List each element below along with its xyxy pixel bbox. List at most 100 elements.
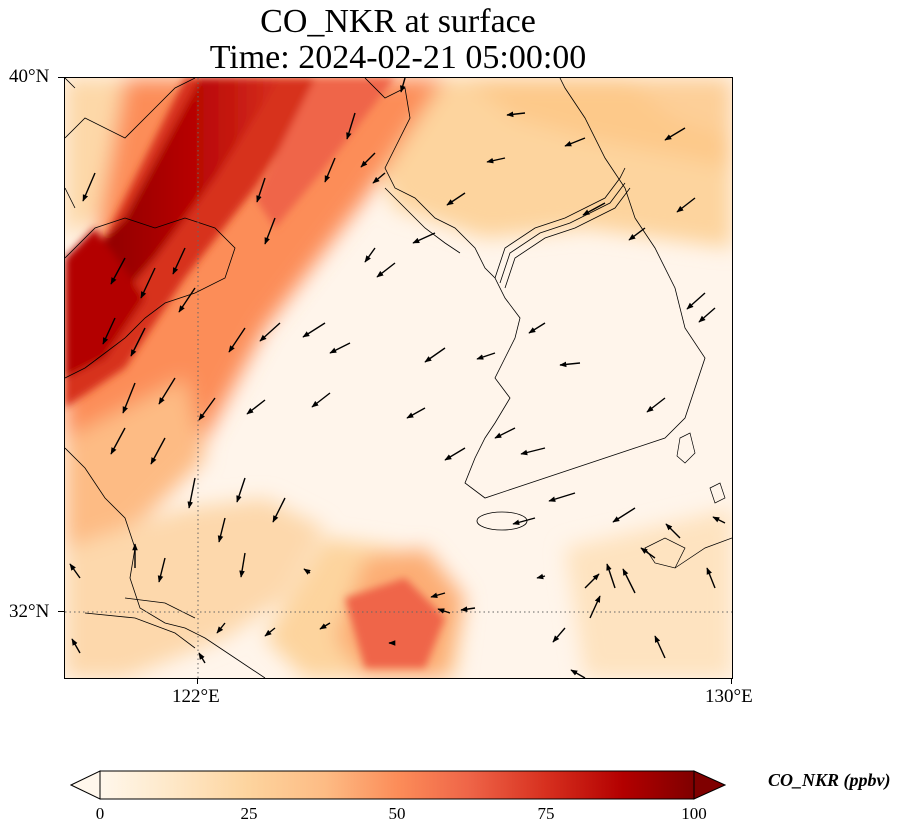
wind-vector xyxy=(360,152,376,168)
colorbar-tick-0: 0 xyxy=(95,804,105,823)
wind-vector xyxy=(302,322,326,338)
jeju-island xyxy=(476,511,528,531)
wind-vector xyxy=(130,327,146,357)
wind-vector xyxy=(584,573,600,589)
wind-vector xyxy=(444,447,466,461)
map-title-line-1: CO_NKR at surface xyxy=(260,3,536,40)
wind-vector xyxy=(665,523,681,539)
wind-vector xyxy=(157,557,166,583)
wind-vector xyxy=(110,427,126,455)
wind-vector xyxy=(646,397,666,413)
colorbar xyxy=(70,770,726,800)
wind-vector xyxy=(552,627,566,643)
wind-vector xyxy=(437,608,451,614)
wind-vector xyxy=(372,172,386,184)
wind-vector xyxy=(319,622,331,630)
wind-vector xyxy=(476,352,496,360)
colorbar-tick-75: 75 xyxy=(537,804,555,823)
wind-vector xyxy=(446,192,466,206)
wind-vector xyxy=(110,257,126,285)
wind-vector xyxy=(187,477,196,509)
wind-vectors xyxy=(69,78,726,678)
tick-mark-32n xyxy=(58,611,64,612)
wind-vector xyxy=(239,552,246,578)
wind-vector xyxy=(712,516,726,524)
wind-vector xyxy=(676,197,696,213)
tick-mark-130e xyxy=(731,678,732,684)
wind-vector xyxy=(564,137,586,147)
wind-vector xyxy=(198,652,206,664)
wind-vector xyxy=(536,573,546,580)
wind-vector xyxy=(412,232,436,244)
wind-vector xyxy=(256,177,266,203)
colorbar-tick-25: 25 xyxy=(240,804,258,823)
wind-vector xyxy=(376,262,396,278)
wind-vector xyxy=(259,322,281,342)
wind-vector xyxy=(324,157,336,183)
small-island xyxy=(709,482,726,504)
lon-label-130e: 130°E xyxy=(705,686,753,707)
wind-vector xyxy=(228,327,246,353)
concentration-map xyxy=(65,78,732,678)
wind-vector xyxy=(140,267,156,299)
wind-vector xyxy=(654,635,666,659)
wind-vector xyxy=(150,437,166,465)
wind-vector xyxy=(311,392,331,408)
colorbar-tick-50: 50 xyxy=(388,804,406,823)
wind-vector xyxy=(172,247,186,275)
wind-vector xyxy=(559,361,581,368)
wind-vector xyxy=(570,669,586,678)
wind-vector xyxy=(158,377,176,405)
colorbar-label: CO_NKR (ppbv) xyxy=(768,770,891,790)
wind-vector xyxy=(264,627,276,637)
map-panel xyxy=(64,77,733,679)
wind-vector xyxy=(706,567,716,589)
wind-vector xyxy=(622,568,636,594)
wind-vector xyxy=(329,342,351,354)
wind-vector xyxy=(236,477,246,503)
wind-vector xyxy=(528,322,546,334)
wind-vector xyxy=(406,407,426,419)
wind-vector xyxy=(460,606,476,612)
wind-vector xyxy=(606,563,616,589)
wind-vector xyxy=(506,111,526,118)
lat-label-40n: 40°N xyxy=(9,66,50,87)
wind-vector xyxy=(494,427,516,439)
wind-vector xyxy=(430,592,446,598)
wind-vector xyxy=(582,202,606,216)
wind-vector xyxy=(82,172,96,202)
wind-vector xyxy=(216,622,226,634)
tsushima-island xyxy=(676,432,696,464)
wind-vector xyxy=(217,517,226,543)
wind-vector xyxy=(664,127,686,141)
wind-vector xyxy=(520,447,546,456)
wind-vector xyxy=(178,287,196,313)
wind-vector xyxy=(122,382,136,414)
wind-vector xyxy=(628,227,646,241)
wind-vector xyxy=(640,547,656,559)
wind-vector xyxy=(364,247,376,263)
colorbar-extend-max xyxy=(693,770,726,800)
wind-vector xyxy=(69,563,81,579)
kyushu-coast-north xyxy=(674,537,732,569)
wind-vector xyxy=(400,78,406,93)
tick-mark-40n xyxy=(58,77,64,78)
lat-label-32n: 32°N xyxy=(9,601,50,622)
wind-vector xyxy=(346,112,356,140)
kyushu-coast xyxy=(644,537,686,569)
wind-vector xyxy=(272,497,286,523)
wind-vector xyxy=(486,157,506,164)
lon-label-122e: 122°E xyxy=(172,686,220,707)
wind-vector xyxy=(612,507,636,523)
wind-vector xyxy=(512,517,536,526)
map-title-line-2: Time: 2024-02-21 05:00:00 xyxy=(209,39,587,76)
wind-vector xyxy=(246,399,266,415)
colorbar-tick-100: 100 xyxy=(681,804,707,823)
wind-vector xyxy=(264,217,276,245)
colorbar-extend-min xyxy=(70,770,101,800)
wind-vector xyxy=(303,568,311,575)
concentration-field xyxy=(65,78,732,678)
colorbar-gradient xyxy=(99,770,695,800)
tick-mark-122e xyxy=(197,678,198,684)
wind-vector xyxy=(548,492,576,502)
